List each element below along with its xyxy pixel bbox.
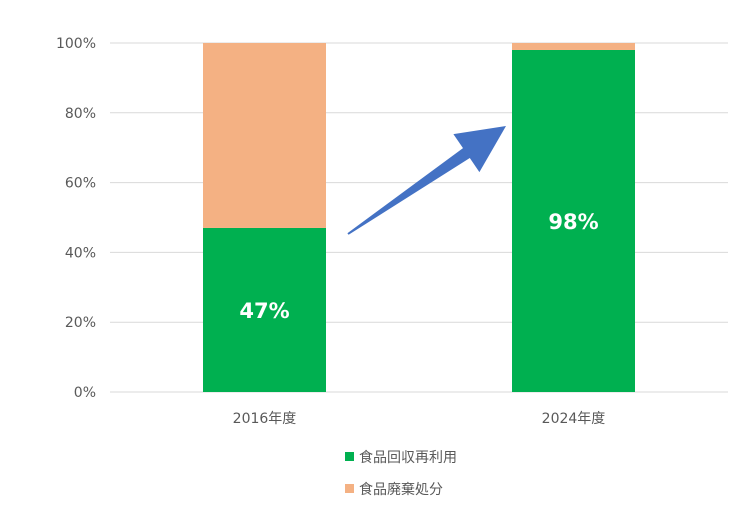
legend-swatch bbox=[345, 452, 354, 461]
data-labels: 47% 98% bbox=[239, 210, 598, 323]
legend-label: 食品廃棄処分 bbox=[359, 481, 443, 498]
bars bbox=[203, 43, 635, 392]
y-tick-label: 80% bbox=[65, 106, 96, 122]
y-tick-label: 20% bbox=[65, 315, 96, 331]
legend-swatch bbox=[345, 484, 354, 493]
legend-label: 食品回収再利用 bbox=[359, 449, 457, 466]
bar-segment bbox=[203, 43, 326, 228]
y-tick-label: 100% bbox=[56, 36, 96, 52]
bar-segment bbox=[203, 227, 326, 392]
bar-segment bbox=[512, 49, 635, 392]
y-axis: 0% 20% 40% 60% 80% 100% bbox=[56, 36, 96, 401]
y-tick-label: 0% bbox=[74, 385, 96, 401]
gridlines bbox=[110, 42, 728, 393]
y-tick-label: 60% bbox=[65, 176, 96, 192]
bar-segment bbox=[512, 43, 635, 50]
x-axis: 2016年度 2024年度 bbox=[233, 411, 606, 427]
y-tick-label: 40% bbox=[65, 245, 96, 261]
data-label: 98% bbox=[548, 210, 598, 234]
data-label: 47% bbox=[239, 299, 289, 323]
x-category-label: 2016年度 bbox=[233, 411, 297, 427]
x-category-label: 2024年度 bbox=[542, 411, 606, 427]
trend-arrow-icon bbox=[347, 126, 506, 235]
